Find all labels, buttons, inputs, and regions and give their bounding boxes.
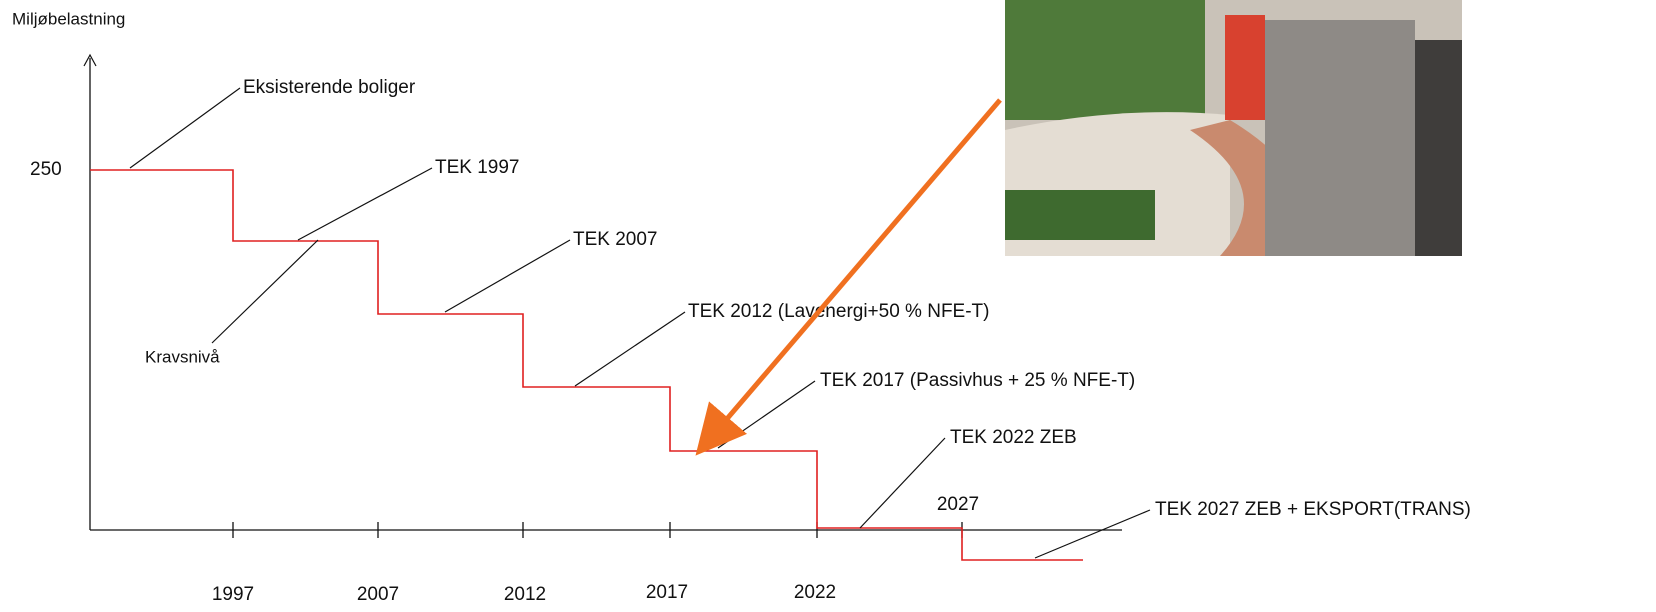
label: TEK 2017 (Passivhus + 25 % NFE-T) <box>820 370 1135 391</box>
label: TEK 1997 <box>435 157 520 178</box>
y-arrow <box>83 53 97 67</box>
x-tick-label: 1997 <box>212 584 254 605</box>
label: Eksisterende boliger <box>243 77 416 98</box>
x-tick-label: 2012 <box>504 584 546 605</box>
x-tick-label: 2007 <box>357 584 399 605</box>
x-tick-label: 2017 <box>646 582 688 603</box>
x-tick-label: 2022 <box>794 582 836 603</box>
label: TEK 2012 (Lavenergi+50 % NFE-T) <box>688 301 990 322</box>
label: TEK 2022 ZEB <box>950 427 1077 448</box>
leader-lines <box>129 87 1151 559</box>
x-tick-label: 2027 <box>937 494 979 515</box>
photo-arrow <box>695 98 1002 456</box>
label: TEK 2027 ZEB + EKSPORT(TRANS) <box>1155 499 1471 520</box>
y-label: Miljøbelastning <box>12 9 125 28</box>
y-tick-label: 250 <box>30 159 62 180</box>
photo <box>1005 0 1462 256</box>
label: TEK 2007 <box>573 229 658 250</box>
label: Kravsnivå <box>145 347 220 366</box>
requirement-steps <box>90 169 1083 561</box>
